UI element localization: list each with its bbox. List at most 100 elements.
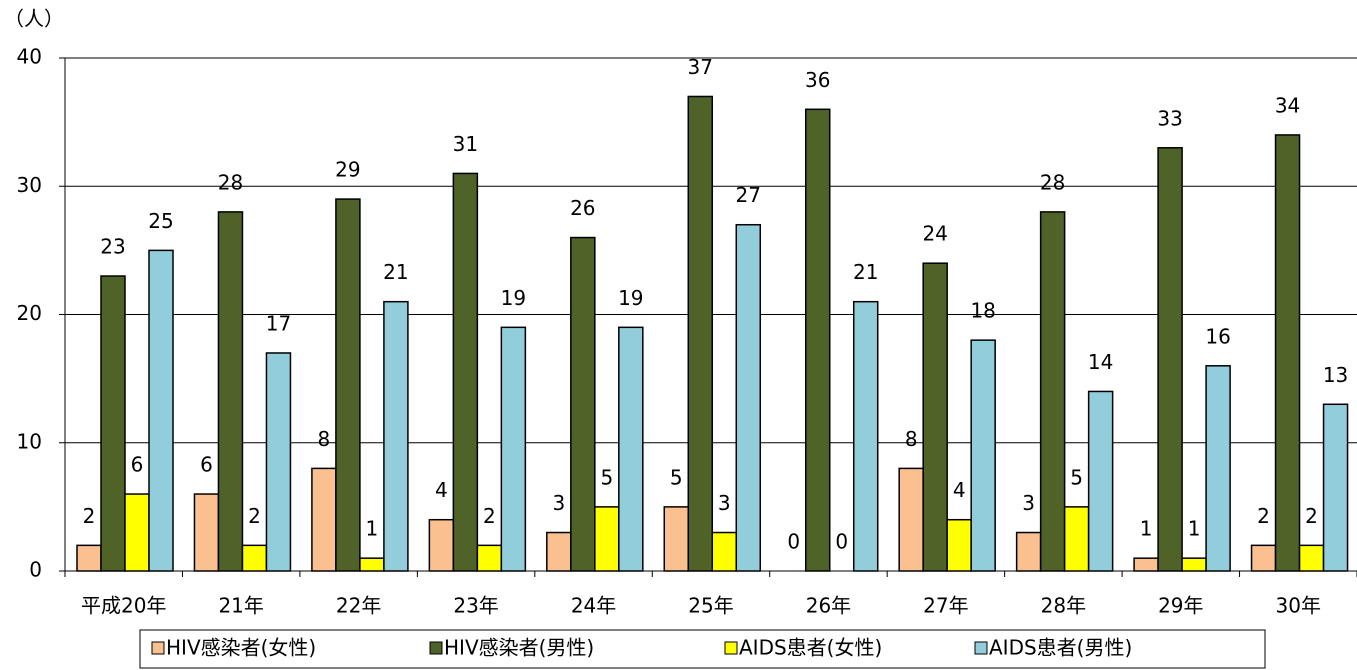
- data-label: 18: [970, 299, 995, 323]
- bar: [193, 493, 220, 572]
- data-label: 2: [83, 504, 96, 528]
- y-tick-label: 30: [17, 173, 42, 197]
- legend-label: HIV感染者(女性): [166, 636, 316, 660]
- bar: [711, 531, 738, 572]
- bar: [1181, 557, 1207, 572]
- bar: [241, 544, 268, 572]
- bar: [265, 352, 292, 572]
- bar: [970, 339, 996, 572]
- bar: [311, 467, 337, 572]
- bar: [1298, 544, 1325, 572]
- legend-swatch: [974, 641, 988, 655]
- data-label: 31: [453, 132, 478, 156]
- bar: [359, 557, 385, 572]
- bar: [663, 506, 690, 572]
- data-label: 5: [670, 465, 683, 489]
- x-tick-label: 25年: [688, 594, 733, 618]
- bar: [570, 236, 596, 572]
- bar: [76, 544, 102, 572]
- x-tick-label: 21年: [218, 594, 263, 618]
- data-label: 37: [688, 55, 713, 79]
- data-label: 1: [366, 517, 379, 541]
- legend-swatch: [724, 641, 738, 655]
- bar: [946, 518, 972, 572]
- bar: [1015, 531, 1042, 572]
- data-label: 3: [552, 491, 565, 515]
- bar: [217, 211, 244, 572]
- data-label: 8: [905, 427, 918, 451]
- x-tick-label: 29年: [1158, 594, 1203, 618]
- bar: [546, 531, 572, 572]
- data-label: 26: [570, 196, 595, 220]
- data-label: 3: [718, 491, 731, 515]
- bar: [383, 300, 409, 572]
- legend-label: AIDS患者(女性): [739, 636, 882, 660]
- x-tick-label: 平成20年: [81, 594, 166, 618]
- data-label: 1: [1188, 517, 1201, 541]
- data-label: 1: [1140, 517, 1153, 541]
- data-label: 13: [1323, 363, 1348, 387]
- data-label: 5: [1070, 465, 1083, 489]
- bar: [1063, 506, 1090, 572]
- y-tick-label: 40: [17, 45, 42, 69]
- data-label: 4: [435, 478, 448, 502]
- bar: [124, 493, 150, 572]
- legend-swatch: [429, 641, 443, 655]
- bar: [428, 518, 455, 572]
- data-label: 2: [1305, 504, 1318, 528]
- x-tick-label: 24年: [571, 594, 616, 618]
- legend-box: [139, 629, 1266, 669]
- data-label: 29: [335, 158, 360, 182]
- bar: [335, 198, 361, 572]
- legend-label: HIV感染者(男性): [444, 636, 594, 660]
- bar: [148, 249, 174, 572]
- data-label: 3: [1022, 491, 1035, 515]
- data-label: 6: [131, 453, 144, 477]
- data-label: 0: [835, 530, 848, 554]
- bar: [852, 300, 879, 572]
- data-label: 28: [1040, 170, 1065, 194]
- bar: [1039, 211, 1066, 572]
- data-label: 8: [318, 427, 331, 451]
- data-label: 21: [383, 260, 408, 284]
- x-tick-label: 22年: [336, 594, 381, 618]
- data-label: 23: [100, 235, 125, 259]
- data-label: 17: [266, 311, 291, 335]
- x-tick-label: 27年: [923, 594, 968, 618]
- x-tick-label: 30年: [1276, 594, 1321, 618]
- data-label: 19: [618, 286, 643, 310]
- data-label: 36: [805, 68, 830, 92]
- data-label: 16: [1205, 324, 1230, 348]
- data-label: 5: [600, 465, 613, 489]
- data-label: 21: [853, 260, 878, 284]
- data-label: 2: [248, 504, 261, 528]
- data-label: 4: [953, 478, 966, 502]
- y-tick-label: 0: [29, 558, 42, 582]
- data-label: 27: [736, 183, 761, 207]
- data-label: 2: [1257, 504, 1270, 528]
- data-label: 34: [1275, 93, 1300, 117]
- bar: [100, 275, 126, 572]
- bar: [1133, 557, 1159, 572]
- data-label: 14: [1088, 350, 1113, 374]
- x-tick-label: 26年: [806, 594, 851, 618]
- bar: [804, 108, 831, 572]
- bar: [735, 223, 762, 572]
- bar: [618, 326, 644, 572]
- x-tick-label: 28年: [1041, 594, 1086, 618]
- legend-label: AIDS患者(男性): [989, 636, 1132, 660]
- bar: [1087, 390, 1114, 572]
- bar: [922, 262, 948, 572]
- bar: [1274, 134, 1301, 572]
- bar: [594, 506, 620, 572]
- data-label: 0: [787, 530, 800, 554]
- data-label: 33: [1157, 106, 1182, 130]
- legend-swatch: [151, 641, 165, 655]
- bar: [452, 172, 479, 572]
- bar: [500, 326, 527, 572]
- bar: [1250, 544, 1277, 572]
- y-tick-label: 20: [17, 301, 42, 325]
- bar: [1157, 147, 1183, 572]
